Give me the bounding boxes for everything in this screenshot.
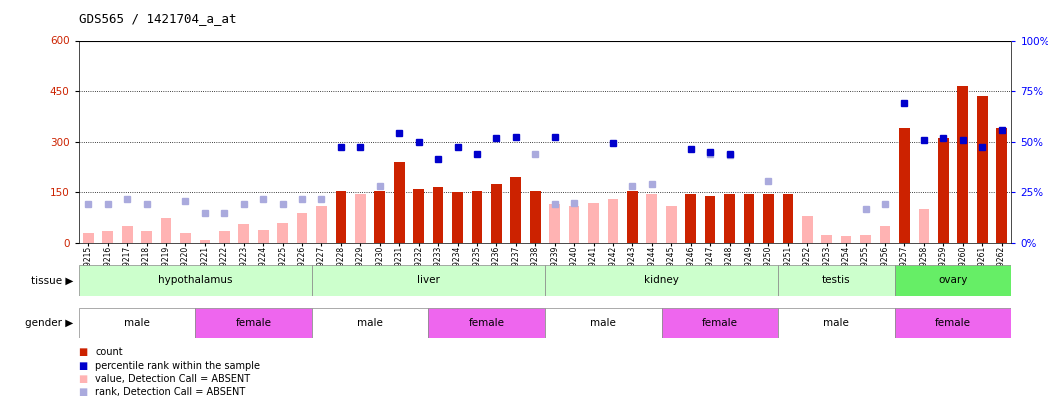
- Bar: [879, 226, 891, 243]
- Bar: [122, 226, 132, 243]
- Text: value, Detection Call = ABSENT: value, Detection Call = ABSENT: [95, 374, 250, 384]
- Bar: [958, 86, 968, 243]
- Text: female: female: [702, 318, 738, 328]
- Bar: [219, 231, 230, 243]
- Bar: [588, 202, 598, 243]
- Text: kidney: kidney: [645, 275, 679, 286]
- Bar: [258, 230, 268, 243]
- Text: male: male: [590, 318, 616, 328]
- Text: ■: ■: [79, 388, 88, 397]
- Bar: [744, 194, 755, 243]
- Bar: [103, 231, 113, 243]
- Bar: [355, 194, 366, 243]
- Bar: [492, 184, 502, 243]
- Text: ovary: ovary: [938, 275, 967, 286]
- Bar: [705, 196, 716, 243]
- Bar: [938, 139, 948, 243]
- Bar: [413, 189, 424, 243]
- Bar: [569, 206, 580, 243]
- Bar: [79, 265, 312, 296]
- Bar: [374, 191, 385, 243]
- Bar: [783, 194, 793, 243]
- Bar: [647, 194, 657, 243]
- Text: rank, Detection Call = ABSENT: rank, Detection Call = ABSENT: [95, 388, 245, 397]
- Bar: [141, 231, 152, 243]
- Text: female: female: [468, 318, 505, 328]
- Bar: [316, 206, 327, 243]
- Text: male: male: [124, 318, 150, 328]
- Bar: [79, 308, 195, 338]
- Bar: [83, 233, 93, 243]
- Text: male: male: [824, 318, 849, 328]
- Text: count: count: [95, 347, 123, 357]
- Bar: [312, 265, 545, 296]
- Text: female: female: [236, 318, 271, 328]
- Bar: [335, 191, 346, 243]
- Bar: [530, 191, 541, 243]
- Bar: [778, 265, 895, 296]
- Bar: [510, 177, 521, 243]
- Bar: [312, 308, 429, 338]
- Bar: [545, 265, 778, 296]
- Bar: [899, 128, 910, 243]
- Bar: [545, 308, 661, 338]
- Text: liver: liver: [417, 275, 440, 286]
- Bar: [665, 206, 677, 243]
- Bar: [549, 204, 560, 243]
- Bar: [918, 209, 930, 243]
- Bar: [239, 224, 249, 243]
- Bar: [472, 191, 482, 243]
- Bar: [429, 308, 545, 338]
- Text: male: male: [357, 318, 383, 328]
- Text: GDS565 / 1421704_a_at: GDS565 / 1421704_a_at: [79, 12, 236, 25]
- Bar: [860, 234, 871, 243]
- Bar: [895, 265, 1011, 296]
- Text: ■: ■: [79, 347, 88, 357]
- Text: gender ▶: gender ▶: [25, 318, 73, 328]
- Bar: [199, 240, 211, 243]
- Bar: [763, 194, 773, 243]
- Bar: [278, 223, 288, 243]
- Text: hypothalamus: hypothalamus: [158, 275, 233, 286]
- Bar: [895, 308, 1011, 338]
- Bar: [627, 191, 638, 243]
- Text: ■: ■: [79, 361, 88, 371]
- Text: percentile rank within the sample: percentile rank within the sample: [95, 361, 260, 371]
- Bar: [297, 213, 307, 243]
- Bar: [160, 218, 172, 243]
- Bar: [685, 194, 696, 243]
- Bar: [997, 128, 1007, 243]
- Bar: [724, 194, 735, 243]
- Bar: [840, 236, 851, 243]
- Bar: [608, 199, 618, 243]
- Bar: [661, 308, 778, 338]
- Text: female: female: [935, 318, 971, 328]
- Bar: [452, 192, 463, 243]
- Bar: [394, 162, 405, 243]
- Bar: [433, 187, 443, 243]
- Bar: [977, 96, 987, 243]
- Bar: [180, 233, 191, 243]
- Bar: [778, 308, 895, 338]
- Bar: [822, 234, 832, 243]
- Bar: [802, 216, 812, 243]
- Text: testis: testis: [822, 275, 851, 286]
- Bar: [195, 308, 312, 338]
- Text: tissue ▶: tissue ▶: [31, 275, 73, 286]
- Text: ■: ■: [79, 374, 88, 384]
